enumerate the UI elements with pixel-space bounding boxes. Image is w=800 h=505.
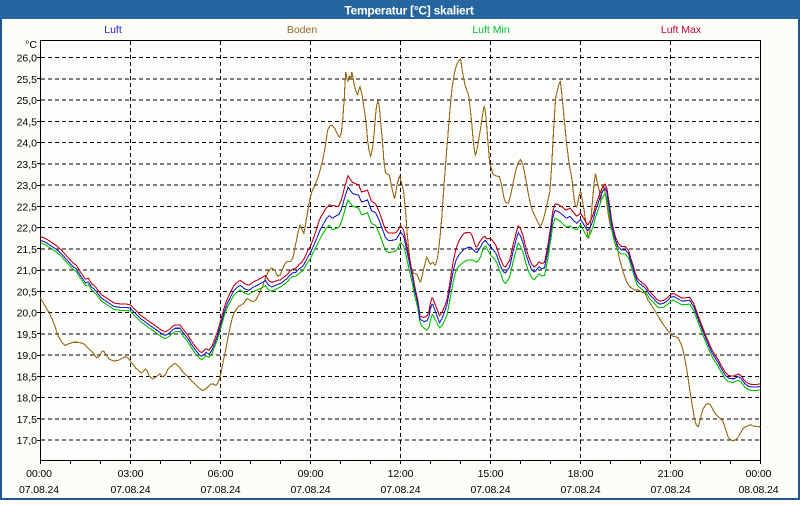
- svg-text:Temperatur [°C] skaliert: Temperatur [°C] skaliert: [344, 4, 474, 18]
- svg-text:21:00: 21:00: [658, 468, 684, 480]
- svg-text:07.08.24: 07.08.24: [650, 484, 690, 496]
- svg-text:06:00: 06:00: [208, 468, 234, 480]
- svg-text:Luft Max: Luft Max: [661, 24, 702, 36]
- svg-text:03:00: 03:00: [118, 468, 144, 480]
- svg-text:19,5: 19,5: [17, 329, 38, 341]
- svg-text:17,5: 17,5: [17, 414, 38, 426]
- svg-text:19,0: 19,0: [17, 350, 38, 362]
- svg-text:00:00: 00:00: [26, 468, 52, 480]
- svg-text:15:00: 15:00: [478, 468, 504, 480]
- svg-text:18,5: 18,5: [17, 371, 38, 383]
- svg-text:Boden: Boden: [287, 24, 318, 36]
- svg-text:23,5: 23,5: [17, 159, 38, 171]
- svg-text:07.08.24: 07.08.24: [19, 484, 59, 496]
- svg-text:Luft Min: Luft Min: [472, 24, 510, 36]
- svg-text:07.08.24: 07.08.24: [200, 484, 240, 496]
- svg-text:23,0: 23,0: [17, 180, 38, 192]
- svg-text:20,5: 20,5: [17, 286, 38, 298]
- svg-text:21,5: 21,5: [17, 244, 38, 256]
- svg-text:18:00: 18:00: [568, 468, 594, 480]
- svg-text:22,0: 22,0: [17, 223, 38, 235]
- svg-text:20,0: 20,0: [17, 308, 38, 320]
- svg-text:07.08.24: 07.08.24: [470, 484, 510, 496]
- svg-text:00:00: 00:00: [746, 468, 772, 480]
- svg-text:12:00: 12:00: [388, 468, 414, 480]
- svg-text:07.08.24: 07.08.24: [110, 484, 150, 496]
- svg-text:18,0: 18,0: [17, 393, 38, 405]
- svg-text:17,0: 17,0: [17, 435, 38, 447]
- svg-text:26,0: 26,0: [17, 53, 38, 65]
- svg-text:07.08.24: 07.08.24: [290, 484, 330, 496]
- svg-text:24,0: 24,0: [17, 138, 38, 150]
- svg-text:07.08.24: 07.08.24: [560, 484, 600, 496]
- svg-text:08.08.24: 08.08.24: [738, 484, 778, 496]
- svg-text:22,5: 22,5: [17, 201, 38, 213]
- svg-text:21,0: 21,0: [17, 265, 38, 277]
- svg-text:Luft: Luft: [104, 24, 122, 36]
- svg-text:07.08.24: 07.08.24: [380, 484, 420, 496]
- svg-text:25,5: 25,5: [17, 74, 38, 86]
- svg-text:09:00: 09:00: [298, 468, 324, 480]
- svg-text:25,0: 25,0: [17, 95, 38, 107]
- svg-text:24,5: 24,5: [17, 116, 38, 128]
- svg-text:°C: °C: [25, 39, 37, 51]
